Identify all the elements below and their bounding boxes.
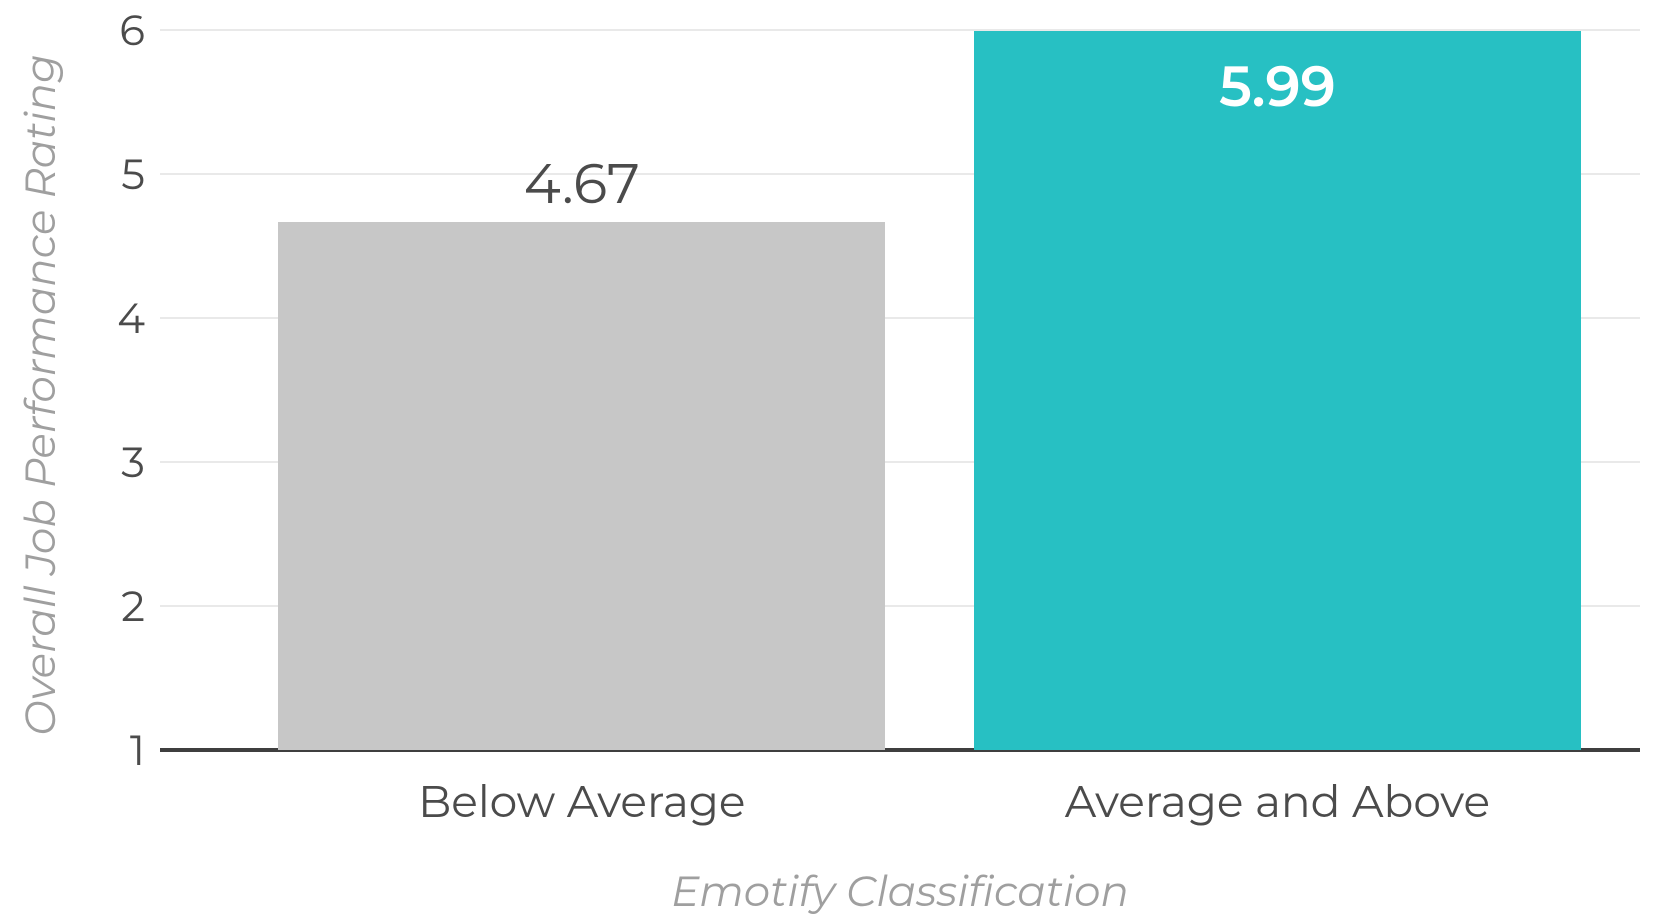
bar bbox=[974, 31, 1581, 750]
bar bbox=[278, 222, 885, 750]
x-tick-label: Below Average bbox=[278, 775, 885, 829]
x-tick-label: Average and Above bbox=[974, 775, 1581, 829]
bar-chart: Overall Job Performance Rating 4.675.99 … bbox=[0, 0, 1670, 922]
y-tick-label: 6 bbox=[85, 4, 145, 56]
y-tick-label: 4 bbox=[85, 292, 145, 344]
y-axis-title: Overall Job Performance Rating bbox=[0, 0, 80, 790]
y-tick-label: 3 bbox=[85, 436, 145, 488]
bar-value-label: 4.67 bbox=[278, 150, 885, 218]
y-axis-title-text: Overall Job Performance Rating bbox=[14, 54, 66, 736]
y-tick-label: 5 bbox=[85, 148, 145, 200]
plot-area: 4.67 5.99 bbox=[160, 30, 1640, 750]
x-axis-title: Emotify Classification bbox=[160, 865, 1640, 917]
y-tick-label: 2 bbox=[85, 580, 145, 632]
y-tick-label: 1 bbox=[85, 724, 145, 776]
bar-value-label: 5.99 bbox=[974, 53, 1581, 121]
